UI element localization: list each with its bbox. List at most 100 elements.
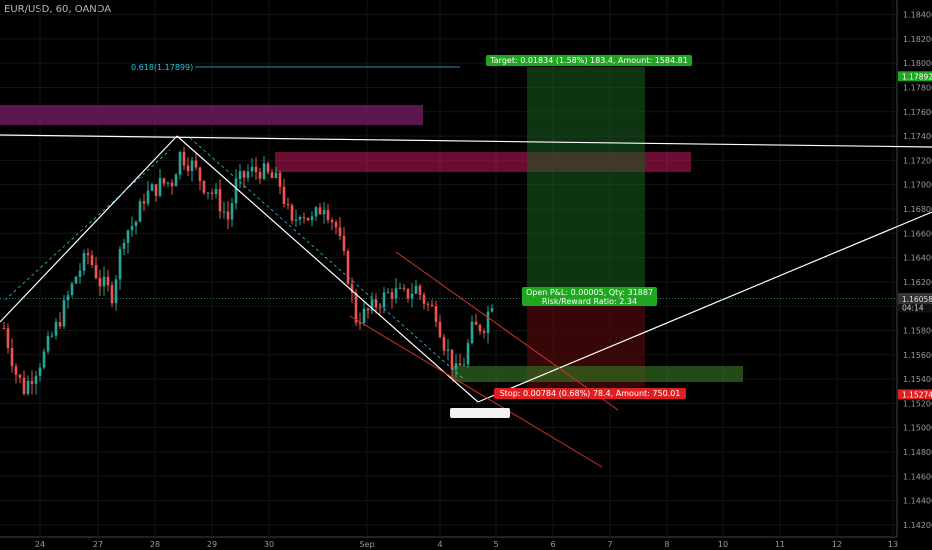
candle-body (218, 188, 222, 212)
candle-body (190, 160, 194, 172)
candle-body (178, 151, 182, 175)
candle-body (198, 167, 202, 181)
y-tick-label: 1.17200 (903, 156, 932, 165)
second-price-marker-box (898, 294, 932, 305)
candle-body (246, 171, 250, 178)
target-label-box (486, 55, 692, 66)
candle-body (78, 270, 82, 277)
candle-body (222, 211, 226, 213)
candle-body (318, 207, 322, 215)
candle-body (438, 321, 442, 338)
candle-body (74, 276, 78, 284)
channel-upper (395, 251, 619, 411)
candle-body (354, 292, 358, 323)
candle-body (174, 174, 178, 187)
candle-body (62, 300, 66, 327)
candle-body (226, 211, 230, 220)
y-tick-label: 1.16600 (903, 229, 932, 238)
candle-body (270, 172, 274, 179)
candle-body (2, 328, 6, 330)
candle-body (210, 192, 214, 194)
candle-body (430, 304, 434, 307)
y-tick-label: 1.18200 (903, 35, 932, 44)
second-price-marker-text: 1.16058 (902, 295, 932, 304)
candle-body (30, 380, 34, 384)
candle-body (46, 336, 50, 352)
candle-body (230, 203, 234, 220)
candle-body (482, 331, 486, 334)
x-tick-label: 5 (493, 540, 498, 549)
x-tick-label: 4 (437, 540, 442, 549)
candle-body (146, 190, 150, 204)
candle-body (414, 285, 418, 294)
open-pl-label-text: Risk/Reward Ratio: 2.34 (542, 297, 637, 306)
candle-body (366, 308, 370, 311)
y-tick-label: 1.14600 (903, 472, 932, 481)
candle-body (350, 283, 354, 293)
candle-body (86, 253, 90, 256)
candle-body (442, 337, 446, 351)
candle-body (374, 299, 378, 308)
y-tick-label: 1.15400 (903, 375, 932, 384)
candle-body (94, 265, 98, 279)
candle-body (162, 178, 166, 184)
symbol-label: EUR/USD, 60, OANDA (4, 4, 112, 15)
candle-body (22, 377, 26, 394)
candle-body (254, 166, 258, 172)
candle-body (18, 374, 22, 378)
candle-body (470, 321, 474, 344)
candle-body (418, 285, 422, 295)
candle-body (90, 255, 94, 266)
candle-body (454, 363, 458, 370)
x-tick-label: 10 (718, 540, 728, 549)
candle-body (66, 295, 70, 301)
candle-body (390, 292, 394, 299)
y-tick-label: 1.14800 (903, 448, 932, 457)
impulse-line-down (176, 135, 479, 403)
candle-body (34, 375, 38, 384)
candle-body (6, 328, 10, 348)
stop-label-box (494, 388, 686, 399)
x-tick-label: 8 (664, 540, 669, 549)
candle-body (410, 293, 414, 299)
x-tick-label: 6 (550, 540, 555, 549)
y-tick-label: 1.17800 (903, 83, 932, 92)
candle-body (58, 322, 62, 327)
candle-body (114, 279, 118, 304)
candle-body (378, 307, 382, 309)
candle-body (322, 210, 326, 215)
candle-body (286, 204, 290, 206)
candle-body (434, 306, 438, 322)
candle-body (474, 321, 478, 325)
candle-body (278, 172, 282, 187)
y-tick-label: 1.15800 (903, 326, 932, 335)
x-tick-label: 7 (607, 540, 612, 549)
profit-zone (527, 67, 645, 290)
candle-body (262, 163, 266, 179)
candle-body (486, 311, 490, 334)
candle-body (478, 324, 482, 332)
candle-body (266, 163, 270, 173)
y-tick-label: 1.15000 (903, 424, 932, 433)
candle-body (342, 235, 346, 251)
candle-body (386, 292, 390, 294)
y-tick-label: 1.16400 (903, 254, 932, 263)
candle-body (38, 367, 42, 376)
y-tick-label: 1.14200 (903, 521, 932, 530)
candle-body (106, 276, 110, 286)
candle-body (290, 205, 294, 221)
projection-line (477, 211, 932, 403)
countdown-box (898, 303, 932, 313)
candle-body (50, 335, 54, 337)
candle-body (250, 166, 254, 172)
x-tick-label: 24 (35, 540, 45, 549)
candle-body (234, 179, 238, 204)
candle-body (170, 182, 174, 187)
candle-body (206, 192, 210, 194)
candle-body (406, 288, 410, 299)
candle-body (214, 188, 218, 194)
y-tick-label: 1.14400 (903, 497, 932, 506)
candle-body (54, 322, 58, 336)
y-tick-label: 1.18000 (903, 59, 932, 68)
